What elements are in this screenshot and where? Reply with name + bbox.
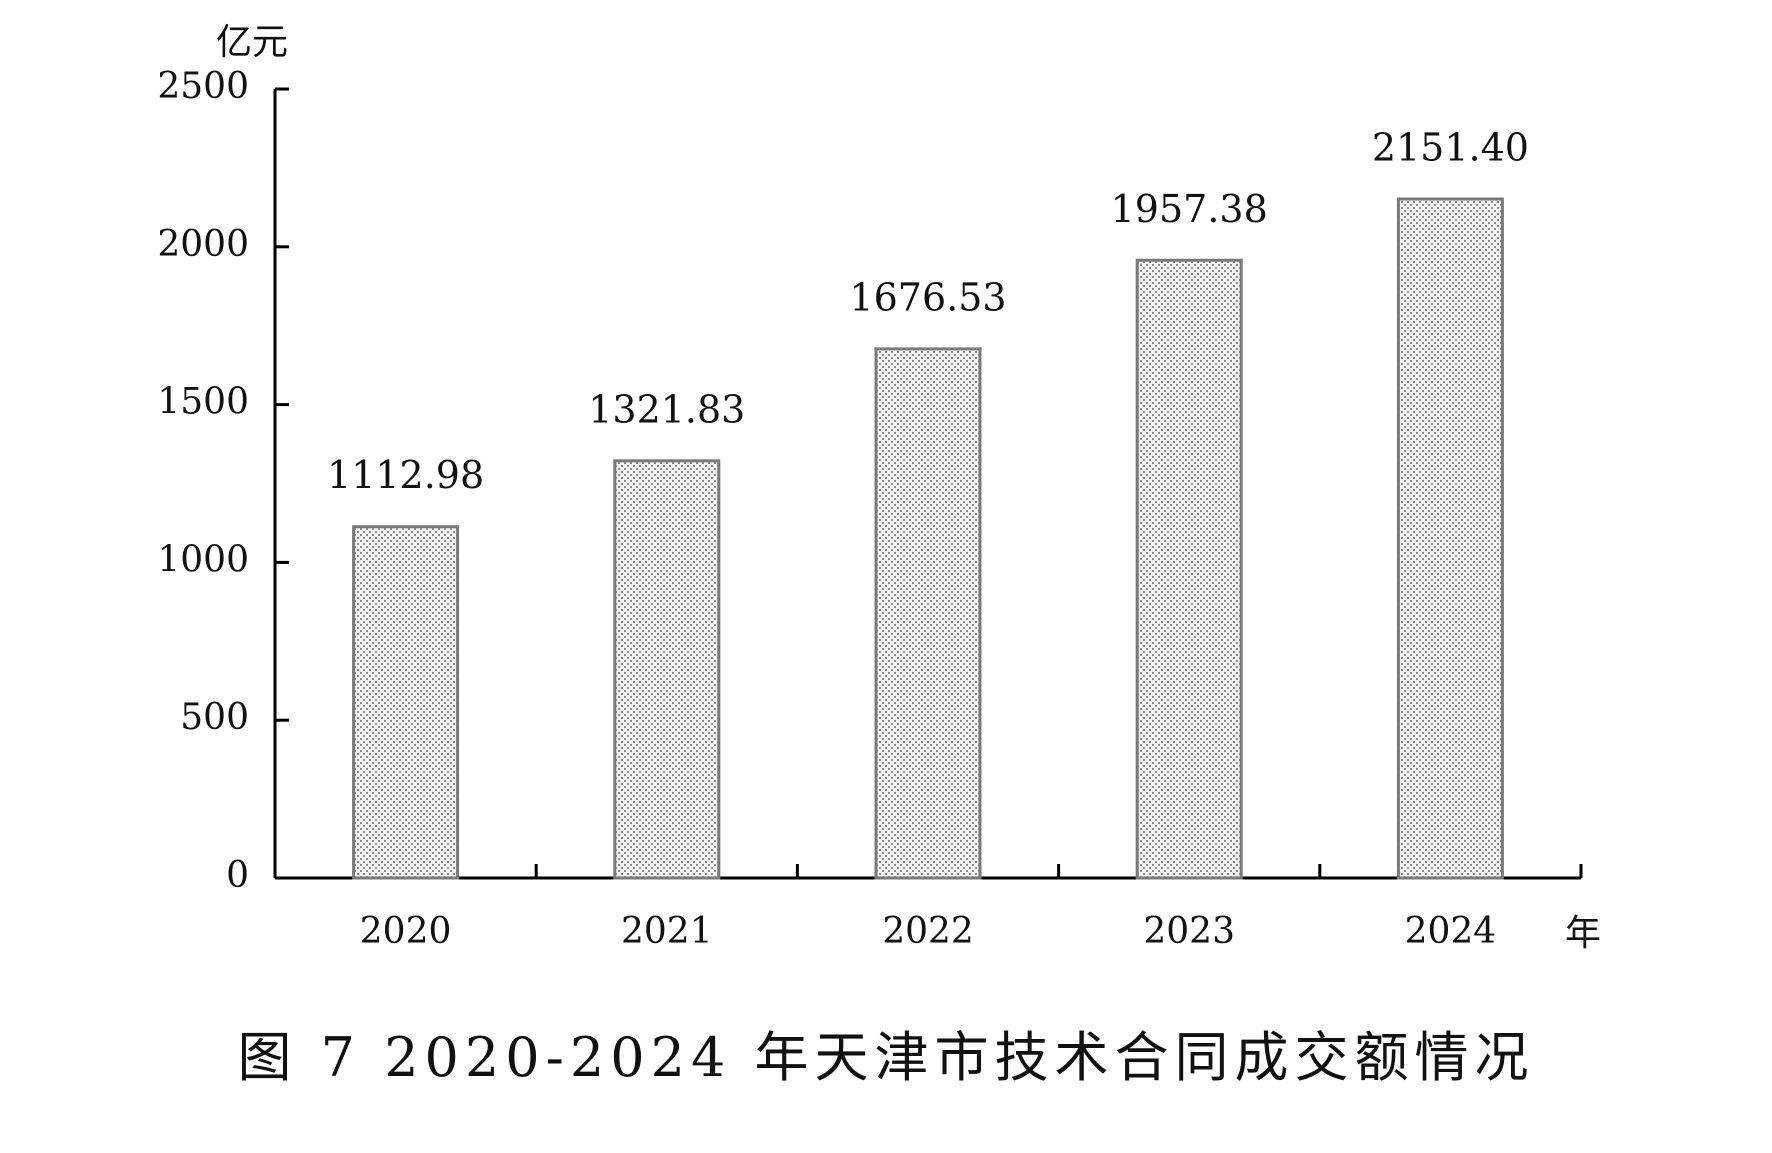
y-tick-label: 2500 bbox=[157, 66, 249, 107]
x-tick-label: 2021 bbox=[621, 911, 713, 952]
bar bbox=[874, 347, 982, 880]
bar bbox=[1396, 197, 1504, 880]
x-tick-label: 2022 bbox=[882, 911, 974, 952]
value-label: 1112.98 bbox=[327, 453, 484, 497]
x-tick-label: 2023 bbox=[1143, 911, 1235, 952]
value-label: 1957.38 bbox=[1111, 187, 1268, 231]
y-axis-label: 亿元 bbox=[216, 22, 288, 63]
value-label: 2151.40 bbox=[1372, 126, 1529, 170]
value-label: 1676.53 bbox=[849, 275, 1006, 319]
chart-title: 图 7 2020-2024 年天津市技术合同成交额情况 bbox=[238, 1026, 1535, 1089]
x-tick-label: 2020 bbox=[360, 911, 452, 952]
bar bbox=[1135, 258, 1243, 880]
y-tick-label: 500 bbox=[180, 697, 249, 738]
bar bbox=[352, 525, 460, 880]
y-tick-label: 1500 bbox=[157, 382, 249, 423]
y-tick-label: 0 bbox=[226, 855, 249, 896]
y-tick-label: 2000 bbox=[157, 224, 249, 265]
value-label: 1321.83 bbox=[588, 387, 745, 431]
x-axis-label: 年 bbox=[1565, 913, 1601, 954]
bar bbox=[613, 459, 721, 880]
y-tick-label: 1000 bbox=[157, 539, 249, 580]
x-tick-label: 2024 bbox=[1405, 911, 1497, 952]
